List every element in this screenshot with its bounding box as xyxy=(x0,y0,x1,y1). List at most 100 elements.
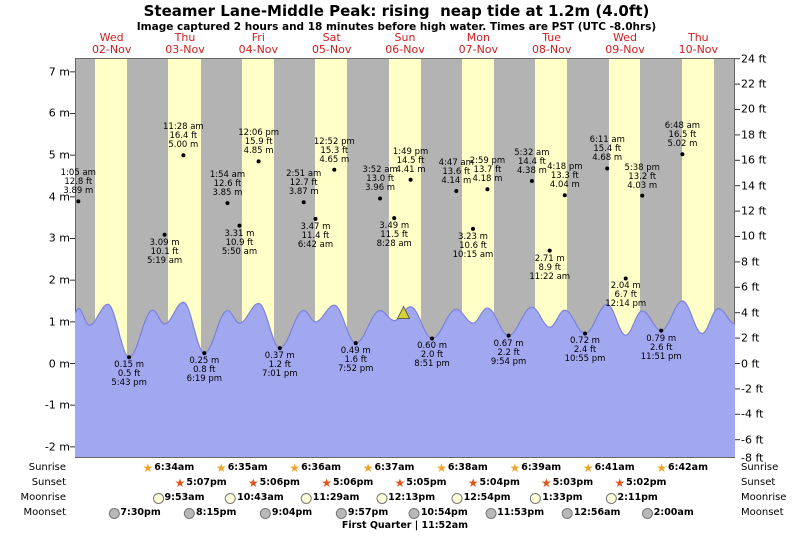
tide-annotation-high: 2:59 pm 13.7 ft 4.18 m xyxy=(469,156,506,185)
moonset-time: 7:30pm xyxy=(120,507,161,518)
moonset-entry: 7:30pm xyxy=(108,507,161,519)
y-axis-left-label: 6 m xyxy=(48,106,70,120)
moonrise-entry: 11:29am xyxy=(300,492,360,504)
moonrise-time: 10:43am xyxy=(237,492,284,503)
tide-annotation-high: 11:28 am 16.4 ft 5.00 m xyxy=(163,122,204,151)
y-axis-right-label: 8 ft xyxy=(741,255,760,269)
y-axis-left-label: 4 m xyxy=(48,190,70,204)
moonset-time: 8:15pm xyxy=(196,507,237,518)
daylight-band xyxy=(95,59,128,457)
moonset-icon xyxy=(641,507,653,519)
sunset-icon: ★ xyxy=(174,476,186,490)
sunrise-row-label: Sunrise xyxy=(28,462,66,473)
tide-annotation-high: 1:49 pm 14.5 ft 4.41 m xyxy=(392,146,429,175)
sunrise-icon: ★ xyxy=(656,461,668,475)
tide-annotation-high: 1:05 am 12.8 ft 3.89 m xyxy=(60,168,96,197)
sunset-time: 5:06pm xyxy=(259,477,300,488)
sunrise-entry: ★ 6:39am xyxy=(509,462,561,474)
tide-annotation-high: 12:06 pm 15.9 ft 4.85 m xyxy=(238,128,280,157)
tide-annotation-high: 6:48 am 16.5 ft 5.02 m xyxy=(664,121,701,150)
sunset-time: 5:06pm xyxy=(332,477,374,488)
tide-annotation-dip: 3.23 m 10.6 ft 10:15 am xyxy=(452,231,494,260)
sunrise-icon: ★ xyxy=(362,461,374,475)
moonset-time: 9:04pm xyxy=(271,507,313,518)
moon-phase: First Quarter | 11:52am xyxy=(341,520,469,531)
moonset-entry: 12:56am xyxy=(561,507,620,519)
moonrise-time: 9:53am xyxy=(164,492,205,503)
sunset-icon: ★ xyxy=(614,476,626,490)
sunset-icon: ★ xyxy=(467,476,479,490)
moonrise-time: 11:29am xyxy=(312,492,360,503)
moonset-time: 10:54pm xyxy=(420,507,468,518)
moonset-icon xyxy=(335,507,347,519)
moonrise-entry: 1:33pm xyxy=(530,492,583,504)
sunrise-time: 6:34am xyxy=(154,462,195,473)
moonset-icon xyxy=(184,507,196,519)
moonset-icon xyxy=(108,507,120,519)
y-axis-right-label: 24 ft xyxy=(741,52,767,66)
tide-annotation-dip: 3.49 m 11.5 ft 8:28 am xyxy=(376,221,412,250)
moonrise-icon xyxy=(530,492,542,504)
moonrise-icon xyxy=(605,492,617,504)
y-axis-right-label: 16 ft xyxy=(741,153,767,167)
y-axis-right-label: 18 ft xyxy=(741,128,767,142)
moonrise-icon xyxy=(451,492,463,504)
sunset-row-label: Sunset xyxy=(31,477,66,488)
moonset-row-label-right: Moonset xyxy=(741,507,784,518)
y-axis-right-label: -2 ft xyxy=(741,382,764,396)
y-axis-right-label: 4 ft xyxy=(741,306,760,320)
daylight-band xyxy=(241,59,274,457)
y-axis-right-label: -8 ft xyxy=(741,451,764,465)
moonset-entry: 2:00am xyxy=(641,507,694,519)
moonrise-time: 2:11pm xyxy=(617,492,658,503)
page-subtitle: Image captured 2 hours and 18 minutes be… xyxy=(136,21,657,33)
sunrise-entry: ★ 6:42am xyxy=(656,462,708,474)
day-label: Tue 08-Nov xyxy=(531,31,572,56)
moonset-row-label: Moonset xyxy=(23,507,67,518)
moonrise-entry: 12:13pm xyxy=(376,492,435,504)
moonrise-row-label-right: Moonrise xyxy=(741,492,787,503)
daylight-band xyxy=(608,59,641,457)
sunset-entry: ★ 5:06pm xyxy=(321,477,373,489)
day-label: Sun 06-Nov xyxy=(385,31,425,56)
moonrise-time: 12:54pm xyxy=(463,492,511,503)
tide-annotation-dip: 2.04 m 6.7 ft 12:14 pm xyxy=(605,281,647,310)
moonset-entry: 9:57pm xyxy=(335,507,389,519)
y-axis-right-label: 2 ft xyxy=(741,331,760,345)
day-label: Wed 09-Nov xyxy=(605,31,645,56)
daylight-band xyxy=(388,59,421,457)
tide-annotation-low: 0.72 m 2.4 ft 10:55 pm xyxy=(564,336,606,365)
sunset-entry: ★ 5:06pm xyxy=(248,477,300,489)
y-axis-right-label: 0 ft xyxy=(741,357,760,370)
sunrise-entry: ★ 6:41am xyxy=(583,462,635,474)
y-axis-left-label: -1 m xyxy=(44,398,70,412)
moonset-time: 11:53pm xyxy=(497,507,545,518)
daylight-band xyxy=(315,59,348,457)
sunset-row-label-right: Sunset xyxy=(741,477,776,488)
moonset-time: 9:57pm xyxy=(347,507,389,518)
y-axis-left-label: 3 m xyxy=(48,231,70,245)
daylight-band xyxy=(682,59,714,457)
moonset-time: 2:00am xyxy=(653,507,694,518)
page-title: Steamer Lane-Middle Peak: rising neap ti… xyxy=(143,2,650,20)
sunrise-icon: ★ xyxy=(142,461,154,475)
moonset-entry: 8:15pm xyxy=(184,507,236,519)
moonset-icon xyxy=(485,507,497,519)
sunset-icon: ★ xyxy=(247,476,259,490)
y-axis-right-label: 22 ft xyxy=(741,77,767,91)
tide-annotation-high: 5:32 am 14.4 ft 4.38 m xyxy=(514,147,550,176)
y-axis-right-label: 10 ft xyxy=(741,229,767,243)
moonset-entry: 9:04pm xyxy=(259,507,313,519)
tide-annotation-dip: 3.47 m 11.4 ft 6:42 am xyxy=(297,221,334,250)
moonrise-entry: 2:11pm xyxy=(605,492,658,504)
tide-annotation-high: 5:38 pm 13.2 ft 4.03 m xyxy=(624,162,660,191)
day-label: Sat 05-Nov xyxy=(311,31,352,56)
moonset-icon xyxy=(561,507,573,519)
y-axis-right-label: 12 ft xyxy=(741,204,767,218)
tide-annotation-high: 12:52 pm 15.3 ft 4.65 m xyxy=(313,136,355,165)
moonset-entry: 11:53pm xyxy=(485,507,544,519)
sunrise-icon: ★ xyxy=(509,461,521,475)
tide-annotation-low: 0.49 m 1.6 ft 7:52 pm xyxy=(337,346,374,375)
y-axis-left-label: 1 m xyxy=(48,315,70,329)
